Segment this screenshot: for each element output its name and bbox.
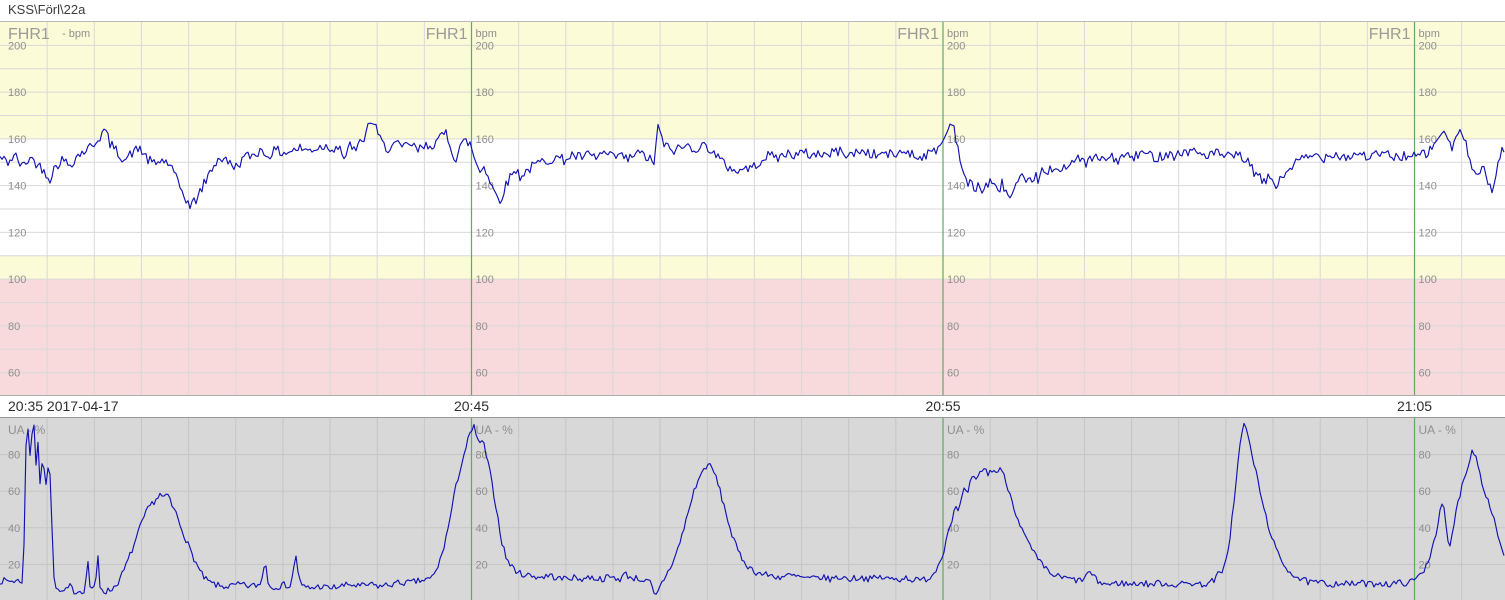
time-tick-label: 21:05 [1396, 398, 1433, 414]
y-tick-label: 20 [947, 559, 959, 571]
ua-chart[interactable]: UA - % 20 40 60 80 UA - % 20 40 60 80 UA - % 20 40 60… [0, 417, 1505, 600]
channel-unit-label: bpm [947, 28, 968, 40]
channel-label: FHR1 [8, 26, 50, 43]
y-tick-label: 60 [947, 368, 959, 380]
y-tick-label: 100 [476, 274, 494, 286]
channel-label: FHR1 [897, 26, 939, 43]
y-tick-label: 80 [1419, 321, 1431, 333]
fhr1-trace [0, 122, 1505, 210]
band-50-100 [0, 279, 1505, 396]
y-tick-label: 120 [476, 227, 494, 239]
y-tick-label: 200 [8, 40, 26, 52]
y-tick-label: 140 [1419, 181, 1437, 193]
y-tick-label: 120 [8, 227, 26, 239]
channel-unit-label: bpm [476, 28, 497, 40]
y-tick-label: 140 [476, 181, 494, 193]
y-tick-label: 60 [1419, 368, 1431, 380]
channel-unit-label: - bpm [62, 28, 90, 40]
y-tick-label: 20 [8, 559, 20, 571]
y-tick-label: 180 [476, 87, 494, 99]
window-title: KSS\Förl\22a [8, 2, 86, 17]
band-160-210 [0, 22, 1505, 139]
y-tick-label: 180 [8, 87, 26, 99]
y-tick-label: 140 [947, 181, 965, 193]
y-tick-label: 200 [476, 40, 494, 52]
y-tick-label: 80 [1419, 450, 1431, 462]
time-tick-label: 20:55 [925, 398, 961, 414]
y-tick-label: 160 [1419, 134, 1437, 146]
y-tick-label: 80 [947, 321, 959, 333]
channel-label: UA - % [476, 423, 514, 437]
channel-label: UA - % [1419, 423, 1457, 437]
title-bar: KSS\Förl\22a [0, 0, 1505, 20]
y-tick-label: 80 [8, 450, 20, 462]
band-100-110 [0, 255, 1505, 280]
y-tick-label: 160 [8, 134, 26, 146]
y-tick-label: 40 [1419, 523, 1431, 535]
y-tick-label: 60 [8, 486, 20, 498]
time-tick-label: 20:35 2017-04-17 [8, 398, 119, 414]
time-axis: 20:35 2017-04-17 20:45 20:55 21:05 [0, 395, 1505, 416]
y-tick-label: 160 [476, 134, 494, 146]
y-tick-label: 200 [947, 40, 965, 52]
y-tick-label: 60 [1419, 486, 1431, 498]
y-tick-label: 40 [8, 523, 20, 535]
y-tick-label: 60 [947, 486, 959, 498]
time-tick-label: 20:45 [453, 398, 490, 414]
channel-label: UA - % [8, 423, 46, 437]
y-tick-label: 20 [476, 559, 488, 571]
channel-label: FHR1 [1369, 26, 1411, 43]
y-tick-label: 60 [8, 368, 20, 380]
y-tick-label: 40 [476, 523, 488, 535]
y-tick-label: 100 [8, 274, 26, 286]
y-tick-label: 100 [947, 274, 965, 286]
y-tick-label: 80 [476, 450, 488, 462]
y-tick-label: 80 [8, 321, 20, 333]
y-tick-label: 180 [947, 87, 965, 99]
y-tick-label: 120 [1419, 227, 1437, 239]
y-tick-label: 140 [8, 181, 26, 193]
channel-label: UA - % [947, 423, 985, 437]
y-tick-label: 80 [476, 321, 488, 333]
y-tick-label: 60 [476, 368, 488, 380]
y-tick-label: 200 [1419, 40, 1437, 52]
chart-background [0, 418, 1505, 600]
ua-trace [0, 422, 1505, 595]
y-tick-label: 100 [1419, 274, 1437, 286]
y-tick-label: 180 [1419, 87, 1437, 99]
channel-label: FHR1 [426, 26, 468, 43]
y-tick-label: 60 [476, 486, 488, 498]
band-110-160 [0, 138, 1505, 256]
channel-unit-label: bpm [1419, 28, 1440, 40]
y-tick-label: 120 [947, 227, 965, 239]
y-tick-label: 80 [947, 450, 959, 462]
